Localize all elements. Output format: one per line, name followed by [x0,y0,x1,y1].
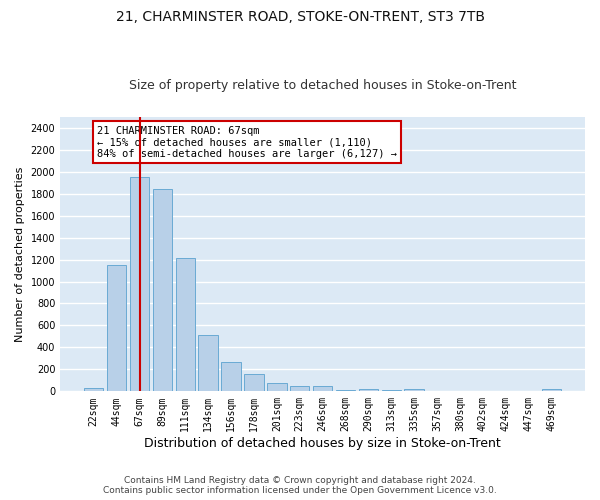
Bar [130,177,149,392]
Bar [542,389,561,392]
X-axis label: Distribution of detached houses by size in Stoke-on-Trent: Distribution of detached houses by size … [144,437,501,450]
Y-axis label: Number of detached properties: Number of detached properties [15,166,25,342]
Bar [382,390,401,392]
Bar [176,258,195,392]
Title: Size of property relative to detached houses in Stoke-on-Trent: Size of property relative to detached ho… [129,79,517,92]
Bar [267,382,287,392]
Text: Contains HM Land Registry data © Crown copyright and database right 2024.
Contai: Contains HM Land Registry data © Crown c… [103,476,497,495]
Bar [221,362,241,392]
Bar [84,388,103,392]
Text: 21, CHARMINSTER ROAD, STOKE-ON-TRENT, ST3 7TB: 21, CHARMINSTER ROAD, STOKE-ON-TRENT, ST… [115,10,485,24]
Bar [404,390,424,392]
Bar [152,190,172,392]
Bar [244,374,263,392]
Bar [313,386,332,392]
Bar [107,265,127,392]
Bar [199,335,218,392]
Bar [359,388,378,392]
Bar [290,386,310,392]
Bar [336,390,355,392]
Text: 21 CHARMINSTER ROAD: 67sqm
← 15% of detached houses are smaller (1,110)
84% of s: 21 CHARMINSTER ROAD: 67sqm ← 15% of deta… [97,126,397,159]
